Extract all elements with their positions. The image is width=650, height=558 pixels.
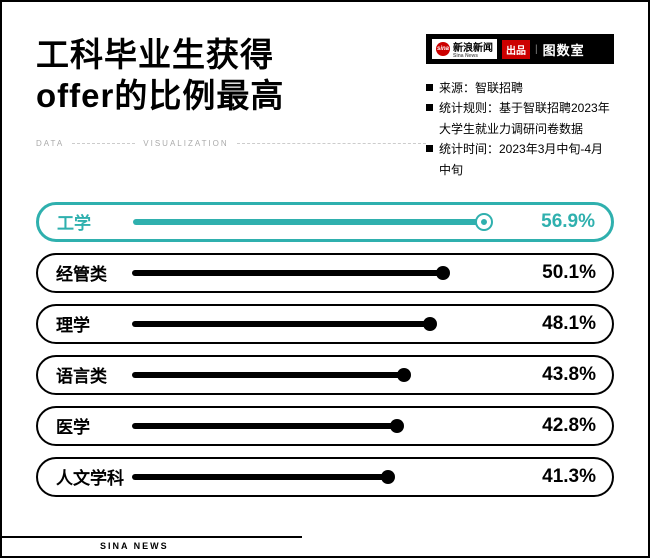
- chart-row: 经管类 50.1%: [36, 253, 614, 293]
- footer-label: SINA NEWS: [92, 541, 177, 551]
- bar-chart: 工学 56.9% 经管类 50.1% 理学 48.1% 语言类 43.8% 医学 42.8% 人文学…: [36, 202, 614, 497]
- bar-endpoint-icon: [477, 215, 491, 229]
- bar-track: [132, 372, 504, 378]
- bar-track: [132, 321, 504, 327]
- source-column: sina 新浪新闻 Sina News 出品 | 图数室 来源：智联招聘统计规则…: [426, 34, 614, 180]
- headline-line2: offer的比例最高: [36, 75, 426, 116]
- bar-track: [132, 423, 504, 429]
- sina-eye-icon: sina: [436, 42, 450, 56]
- pill: 工学 56.9%: [36, 202, 614, 242]
- headline-line1: 工科毕业生获得: [36, 34, 426, 75]
- title-block: 工科毕业生获得 offer的比例最高 DATA VISUALIZATION: [36, 34, 426, 148]
- category-label: 人文学科: [56, 464, 126, 489]
- header-row: 工科毕业生获得 offer的比例最高 DATA VISUALIZATION si…: [36, 34, 614, 180]
- bar-track: [132, 270, 504, 276]
- subhead-dash: [72, 143, 135, 144]
- pill: 医学 42.8%: [36, 406, 614, 446]
- meta-text: 统计规则：基于智联招聘2023年大学生就业力调研问卷数据: [439, 98, 614, 139]
- category-label: 理学: [56, 311, 126, 336]
- meta-list: 来源：智联招聘统计规则：基于智联招聘2023年大学生就业力调研问卷数据统计时间：…: [426, 78, 614, 180]
- meta-item: 来源：智联招聘: [426, 78, 614, 98]
- bullet-icon: [426, 84, 433, 91]
- pill: 语言类 43.8%: [36, 355, 614, 395]
- bar-fill: [132, 321, 430, 327]
- meta-item: 统计时间：2023年3月中旬-4月中旬: [426, 139, 614, 180]
- chart-row: 人文学科 41.3%: [36, 457, 614, 497]
- tujiaoshi-logo: 图数室: [543, 40, 585, 59]
- bar-endpoint-icon: [436, 266, 450, 280]
- chart-row: 语言类 43.8%: [36, 355, 614, 395]
- subhead-left: DATA: [36, 139, 64, 148]
- chart-row: 工学 56.9%: [36, 202, 614, 242]
- bar-fill: [132, 372, 404, 378]
- subhead-dash: [237, 143, 426, 144]
- bullet-icon: [426, 145, 433, 152]
- value-label: 50.1%: [518, 262, 596, 284]
- subhead-right: VISUALIZATION: [143, 139, 228, 148]
- bar-fill: [132, 270, 443, 276]
- sina-logo: sina 新浪新闻 Sina News: [432, 39, 497, 59]
- chart-row: 理学 48.1%: [36, 304, 614, 344]
- bar-endpoint-icon: [381, 470, 395, 484]
- bar-track: [132, 474, 504, 480]
- headline: 工科毕业生获得 offer的比例最高: [36, 34, 426, 117]
- value-label: 48.1%: [518, 313, 596, 335]
- bar-endpoint-icon: [397, 368, 411, 382]
- brand-sep: |: [535, 44, 538, 55]
- value-label: 56.9%: [517, 211, 595, 233]
- meta-text: 来源：智联招聘: [439, 78, 523, 98]
- category-label: 医学: [56, 413, 126, 438]
- pill: 理学 48.1%: [36, 304, 614, 344]
- category-label: 经管类: [56, 260, 126, 285]
- brand-bar: sina 新浪新闻 Sina News 出品 | 图数室: [426, 34, 614, 64]
- bullet-icon: [426, 104, 433, 111]
- category-label: 工学: [57, 209, 127, 234]
- bar-track: [133, 219, 503, 225]
- value-label: 42.8%: [518, 415, 596, 437]
- meta-item: 统计规则：基于智联招聘2023年大学生就业力调研问卷数据: [426, 98, 614, 139]
- bar-fill: [132, 423, 397, 429]
- category-label: 语言类: [56, 362, 126, 387]
- value-label: 41.3%: [518, 466, 596, 488]
- pill: 人文学科 41.3%: [36, 457, 614, 497]
- pill: 经管类 50.1%: [36, 253, 614, 293]
- subhead: DATA VISUALIZATION: [36, 139, 426, 148]
- chupin-badge: 出品: [502, 40, 530, 59]
- chart-row: 医学 42.8%: [36, 406, 614, 446]
- value-label: 43.8%: [518, 364, 596, 386]
- sina-en: Sina News: [453, 54, 493, 59]
- bar-fill: [132, 474, 388, 480]
- bar-endpoint-icon: [423, 317, 437, 331]
- bar-endpoint-icon: [390, 419, 404, 433]
- bar-fill: [133, 219, 484, 225]
- infographic-card: 工科毕业生获得 offer的比例最高 DATA VISUALIZATION si…: [0, 0, 650, 558]
- meta-text: 统计时间：2023年3月中旬-4月中旬: [439, 139, 614, 180]
